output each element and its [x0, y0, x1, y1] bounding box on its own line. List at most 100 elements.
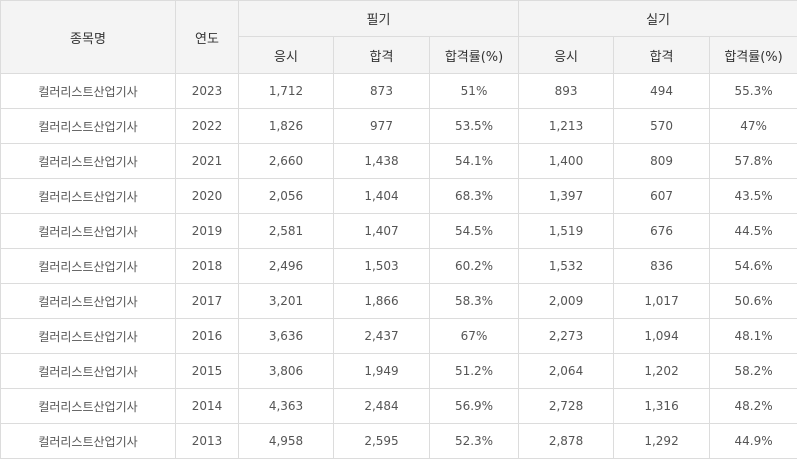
header-name: 종목명 [0, 0, 176, 74]
cell-written-pass: 1,949 [333, 353, 430, 389]
cell-practical-pass: 1,292 [613, 423, 711, 459]
cell-name: 컬러리스트산업기사 [0, 108, 176, 144]
cell-year: 2014 [175, 388, 239, 424]
cell-name: 컬러리스트산업기사 [0, 143, 176, 179]
cell-practical-apply: 893 [518, 73, 615, 109]
cell-practical-rate: 58.2% [709, 353, 797, 389]
cell-written-rate: 58.3% [428, 283, 520, 319]
cell-written-apply: 2,056 [238, 178, 334, 214]
cell-practical-pass: 809 [613, 143, 711, 179]
table-row: 컬러리스트산업기사 2014 4,363 2,484 56.9% 2,728 1,316 48… [0, 388, 797, 424]
cell-name: 컬러리스트산업기사 [0, 213, 176, 249]
cell-practical-pass: 836 [613, 248, 711, 284]
table-row: 컬러리스트산업기사 2021 2,660 1,438 54.1% 1,400 809 57.8… [0, 143, 797, 179]
cell-practical-apply: 1,397 [518, 178, 615, 214]
table-row: 컬러리스트산업기사 2016 3,636 2,437 67% 2,273 1,094 48.1… [0, 318, 797, 354]
cell-written-pass: 977 [333, 108, 430, 144]
cell-written-rate: 51% [428, 73, 520, 109]
cell-written-rate: 53.5% [428, 108, 520, 144]
header-year: 연도 [175, 0, 239, 74]
cell-practical-apply: 1,400 [518, 143, 615, 179]
cell-practical-apply: 2,273 [518, 318, 615, 354]
cell-written-rate: 67% [428, 318, 520, 354]
table-row: 컬러리스트산업기사 2017 3,201 1,866 58.3% 2,009 1,017 50… [0, 283, 797, 319]
cell-practical-pass: 1,094 [613, 318, 711, 354]
header-practical-apply: 응시 [518, 36, 615, 74]
cell-name: 컬러리스트산업기사 [0, 423, 176, 459]
cell-practical-rate: 44.9% [709, 423, 797, 459]
header-practical-rate: 합격률(%) [709, 36, 797, 74]
cell-name: 컬러리스트산업기사 [0, 388, 176, 424]
cell-written-pass: 1,866 [333, 283, 430, 319]
cell-practical-rate: 44.5% [709, 213, 797, 249]
table-row: 컬러리스트산업기사 2019 2,581 1,407 54.5% 1,519 676 44.5… [0, 213, 797, 249]
cell-written-rate: 68.3% [428, 178, 520, 214]
cell-practical-rate: 54.6% [709, 248, 797, 284]
cell-year: 2020 [175, 178, 239, 214]
cell-written-rate: 56.9% [428, 388, 520, 424]
cell-written-apply: 1,712 [238, 73, 334, 109]
table-row: 컬러리스트산업기사 2023 1,712 873 51% 893 494 55.3% [0, 73, 797, 109]
table-row: 컬러리스트산업기사 2013 4,958 2,595 52.3% 2,878 1,292 44… [0, 423, 797, 459]
cell-practical-rate: 57.8% [709, 143, 797, 179]
cell-written-apply: 3,201 [238, 283, 334, 319]
cell-practical-apply: 2,728 [518, 388, 615, 424]
cell-year: 2022 [175, 108, 239, 144]
cell-written-pass: 1,404 [333, 178, 430, 214]
table-row: 컬러리스트산업기사 2015 3,806 1,949 51.2% 2,064 1,202 58… [0, 353, 797, 389]
cell-year: 2021 [175, 143, 239, 179]
header-practical: 실기 [518, 0, 797, 37]
header-written-pass: 합격 [333, 36, 430, 74]
cell-year: 2017 [175, 283, 239, 319]
cell-year: 2015 [175, 353, 239, 389]
header-practical-pass: 합격 [613, 36, 711, 74]
cell-name: 컬러리스트산업기사 [0, 318, 176, 354]
cell-written-rate: 52.3% [428, 423, 520, 459]
header-row-sub: 응시 합격 합격률(%) 응시 합격 합격률(%) [1, 36, 797, 74]
cell-practical-pass: 607 [613, 178, 711, 214]
cell-name: 컬러리스트산업기사 [0, 248, 176, 284]
header-written-apply: 응시 [238, 36, 334, 74]
cell-practical-rate: 55.3% [709, 73, 797, 109]
cell-written-pass: 2,484 [333, 388, 430, 424]
cell-practical-pass: 676 [613, 213, 711, 249]
cell-written-pass: 1,407 [333, 213, 430, 249]
cell-practical-apply: 2,064 [518, 353, 615, 389]
cell-written-apply: 2,496 [238, 248, 334, 284]
cell-year: 2013 [175, 423, 239, 459]
cell-name: 컬러리스트산업기사 [0, 353, 176, 389]
cell-practical-apply: 1,532 [518, 248, 615, 284]
cell-practical-pass: 1,316 [613, 388, 711, 424]
cell-written-apply: 3,636 [238, 318, 334, 354]
cell-written-apply: 1,826 [238, 108, 334, 144]
cell-practical-apply: 2,009 [518, 283, 615, 319]
header-row-top: 종목명 연도 필기 실기 [0, 0, 797, 74]
cell-written-pass: 2,437 [333, 318, 430, 354]
cell-year: 2016 [175, 318, 239, 354]
table-row: 컬러리스트산업기사 2018 2,496 1,503 60.2% 1,532 836 54.6… [0, 248, 797, 284]
cell-practical-apply: 1,519 [518, 213, 615, 249]
table-row: 컬러리스트산업기사 2020 2,056 1,404 68.3% 1,397 607 43.5… [0, 178, 797, 214]
header-written-rate: 합격률(%) [428, 36, 520, 74]
cell-written-pass: 1,503 [333, 248, 430, 284]
cell-written-pass: 1,438 [333, 143, 430, 179]
cell-year: 2023 [175, 73, 239, 109]
cell-written-apply: 3,806 [238, 353, 334, 389]
cell-written-pass: 2,595 [333, 423, 430, 459]
cell-practical-rate: 50.6% [709, 283, 797, 319]
header-written: 필기 [237, 0, 520, 37]
cell-practical-apply: 2,878 [518, 423, 615, 459]
cell-name: 컬러리스트산업기사 [0, 283, 176, 319]
cell-year: 2019 [175, 213, 239, 249]
cell-written-apply: 2,581 [238, 213, 334, 249]
cell-written-apply: 2,660 [238, 143, 334, 179]
cell-practical-pass: 1,017 [613, 283, 711, 319]
cell-name: 컬러리스트산업기사 [0, 178, 176, 214]
cell-year: 2018 [175, 248, 239, 284]
cell-practical-rate: 48.1% [709, 318, 797, 354]
cell-written-apply: 4,363 [238, 388, 334, 424]
cell-written-pass: 873 [333, 73, 430, 109]
cell-practical-pass: 570 [613, 108, 711, 144]
cell-written-rate: 60.2% [428, 248, 520, 284]
